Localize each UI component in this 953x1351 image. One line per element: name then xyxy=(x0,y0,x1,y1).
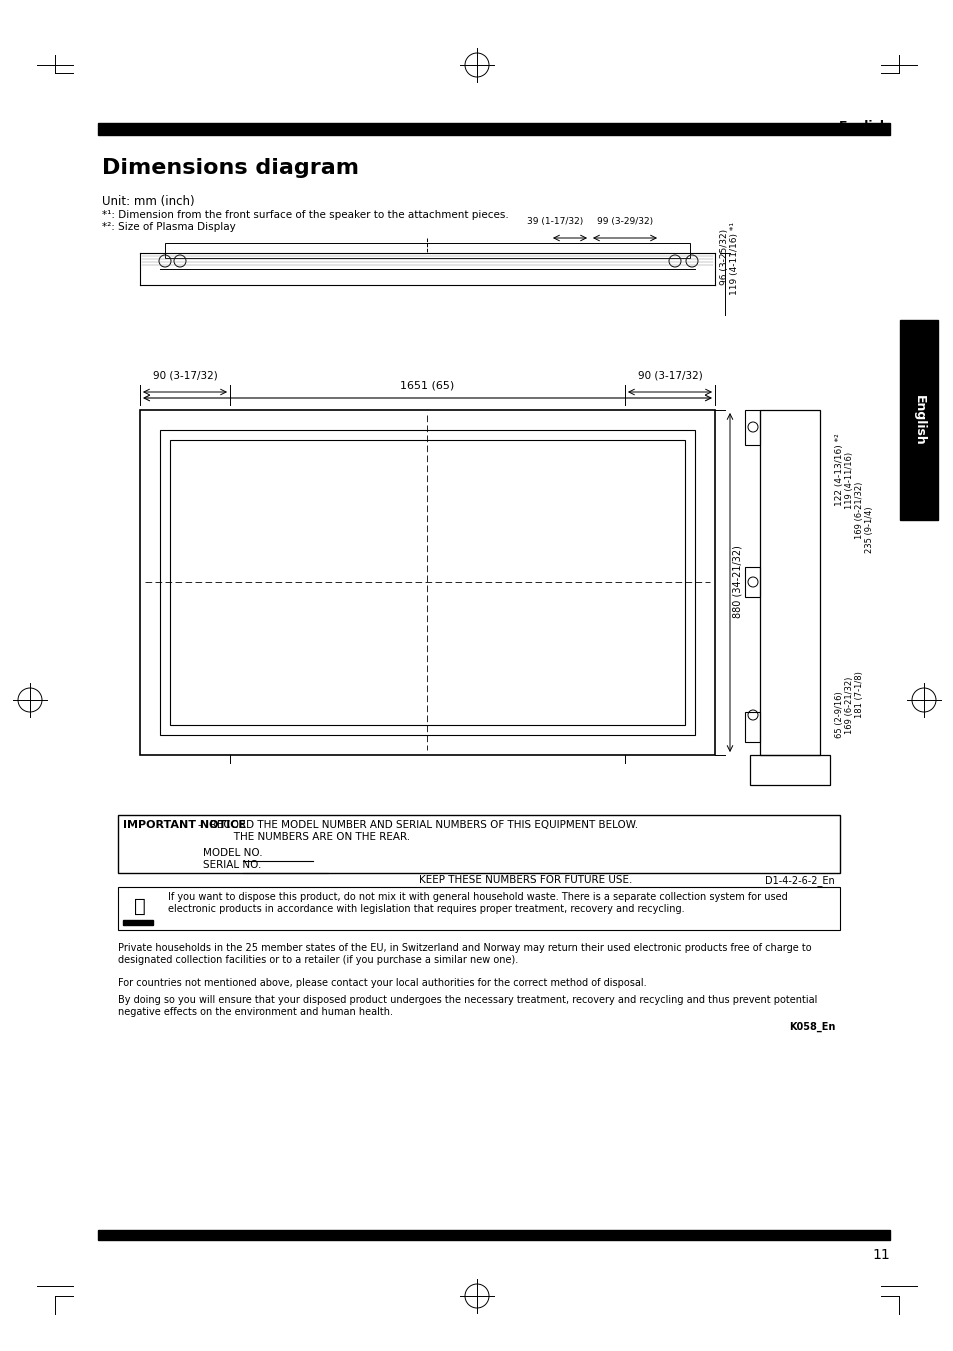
Bar xyxy=(170,440,684,725)
Text: If you want to dispose this product, do not mix it with general household waste.: If you want to dispose this product, do … xyxy=(168,892,787,913)
Text: –  RECORD THE MODEL NUMBER AND SERIAL NUMBERS OF THIS EQUIPMENT BELOW.
         : – RECORD THE MODEL NUMBER AND SERIAL NUM… xyxy=(198,820,638,842)
Text: *¹: Dimension from the front surface of the speaker to the attachment pieces.: *¹: Dimension from the front surface of … xyxy=(102,209,508,220)
Text: KEEP THESE NUMBERS FOR FUTURE USE.: KEEP THESE NUMBERS FOR FUTURE USE. xyxy=(418,875,632,885)
Text: IMPORTANT NOTICE: IMPORTANT NOTICE xyxy=(123,820,246,830)
Text: 122 (4-13/16) *²: 122 (4-13/16) *² xyxy=(834,434,843,507)
Bar xyxy=(760,409,820,755)
Text: Private households in the 25 member states of the EU, in Switzerland and Norway : Private households in the 25 member stat… xyxy=(118,943,811,965)
Bar xyxy=(744,567,760,597)
Bar xyxy=(744,409,760,444)
Text: 169 (6-21/32): 169 (6-21/32) xyxy=(844,677,853,734)
Text: MODEL NO.: MODEL NO. xyxy=(203,848,262,858)
Text: English: English xyxy=(911,394,924,446)
Text: 880 (34-21/32): 880 (34-21/32) xyxy=(732,546,742,619)
Text: 🗑: 🗑 xyxy=(134,897,146,916)
Text: 90 (3-17/32): 90 (3-17/32) xyxy=(152,370,217,380)
Text: English: English xyxy=(839,120,889,132)
Bar xyxy=(165,243,689,258)
Text: 235 (9-1/4): 235 (9-1/4) xyxy=(864,507,873,554)
Text: D1-4-2-6-2_En: D1-4-2-6-2_En xyxy=(764,875,834,886)
Text: SERIAL NO.: SERIAL NO. xyxy=(203,861,261,870)
Text: 96 (3-25/32): 96 (3-25/32) xyxy=(720,228,728,285)
Bar xyxy=(160,430,695,735)
Bar xyxy=(118,815,840,873)
Text: 90 (3-17/32): 90 (3-17/32) xyxy=(637,370,701,380)
Text: For countries not mentioned above, please contact your local authorities for the: For countries not mentioned above, pleas… xyxy=(118,978,646,988)
Text: 11: 11 xyxy=(871,1248,889,1262)
Text: *²: Size of Plasma Display: *²: Size of Plasma Display xyxy=(102,222,235,232)
Bar xyxy=(118,888,840,929)
Text: 65 (2-9/16): 65 (2-9/16) xyxy=(834,692,843,739)
Text: 119 (4-11/16) *¹: 119 (4-11/16) *¹ xyxy=(729,222,739,295)
Text: By doing so you will ensure that your disposed product undergoes the necessary t: By doing so you will ensure that your di… xyxy=(118,994,817,1016)
Text: Dimensions diagram: Dimensions diagram xyxy=(102,158,358,178)
Text: 99 (3-29/32): 99 (3-29/32) xyxy=(597,218,653,226)
Text: 39 (1-17/32): 39 (1-17/32) xyxy=(526,218,582,226)
Bar xyxy=(140,409,714,755)
Text: 181 (7-1/8): 181 (7-1/8) xyxy=(854,671,863,719)
Bar xyxy=(123,920,152,925)
Bar xyxy=(98,123,889,135)
Bar xyxy=(744,712,760,742)
Bar xyxy=(98,1229,889,1240)
Text: 1651 (65): 1651 (65) xyxy=(399,380,454,390)
Bar xyxy=(749,755,829,785)
Text: Unit: mm (inch): Unit: mm (inch) xyxy=(102,195,194,208)
Text: 119 (4-11/16): 119 (4-11/16) xyxy=(844,451,853,508)
Text: K058_En: K058_En xyxy=(789,1021,835,1032)
Bar xyxy=(899,320,937,520)
Text: 169 (6-21/32): 169 (6-21/32) xyxy=(854,481,863,539)
